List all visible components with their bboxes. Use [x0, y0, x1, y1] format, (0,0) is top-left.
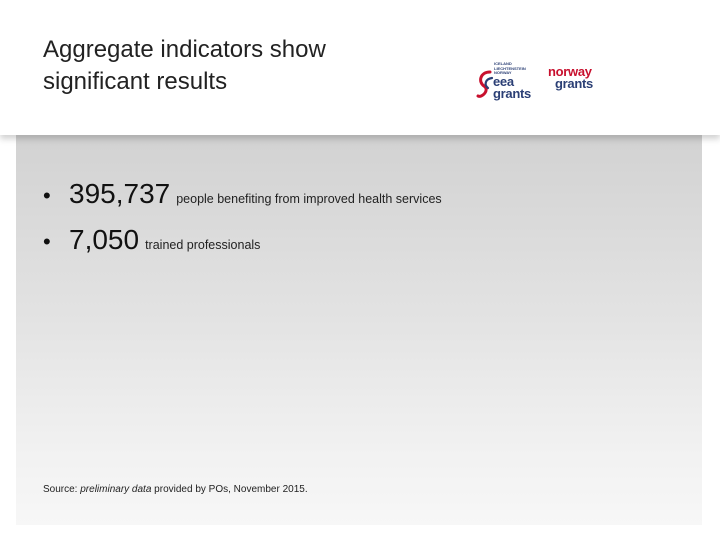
- eea-country-names: ICELAND LIECHTENSTEIN NORWAY: [494, 61, 526, 76]
- slide-title: Aggregate indicators show significant re…: [43, 34, 423, 98]
- eea-country-3: NORWAY: [494, 70, 512, 76]
- source-prefix: Source:: [43, 484, 81, 495]
- indicator-list: • 395,737 people benefiting from improve…: [43, 178, 442, 270]
- source-suffix: provided by POs, November 2015.: [151, 484, 308, 495]
- norway-logo-grants-word: grants: [555, 76, 593, 91]
- indicator-number: 7,050: [69, 224, 140, 255]
- eea-grants-logo: ICELAND LIECHTENSTEIN NORWAY eea grants: [476, 61, 536, 104]
- indicator-number: 395,737: [69, 178, 171, 209]
- slide-header: Aggregate indicators show significant re…: [0, 0, 720, 135]
- indicator-item: • 395,737 people benefiting from improve…: [43, 178, 442, 224]
- eea-country-2: LIECHTENSTEIN: [494, 65, 526, 71]
- indicator-description: trained professionals: [145, 238, 261, 252]
- eea-country-1: ICELAND: [494, 61, 512, 66]
- norway-grants-logo: norway grants: [544, 64, 608, 104]
- content-panel: [16, 135, 702, 525]
- source-italic: preliminary data: [80, 484, 152, 495]
- indicator-description: people benefiting from improved health s…: [176, 192, 442, 206]
- indicator-item: • 7,050 trained professionals: [43, 224, 442, 270]
- eea-logo-grants-word: grants: [493, 86, 531, 101]
- source-note: Source: preliminary data provided by POs…: [43, 484, 308, 495]
- eea-swirl-icon: [476, 70, 494, 98]
- bullet-icon: •: [43, 229, 51, 254]
- slide-title-line-2: significant results: [43, 68, 228, 95]
- bullet-icon: •: [43, 183, 51, 208]
- norway-logo-word: norway: [548, 64, 592, 79]
- slide-title-line-1: Aggregate indicators show: [43, 36, 326, 63]
- eea-logo-word: eea: [493, 74, 514, 89]
